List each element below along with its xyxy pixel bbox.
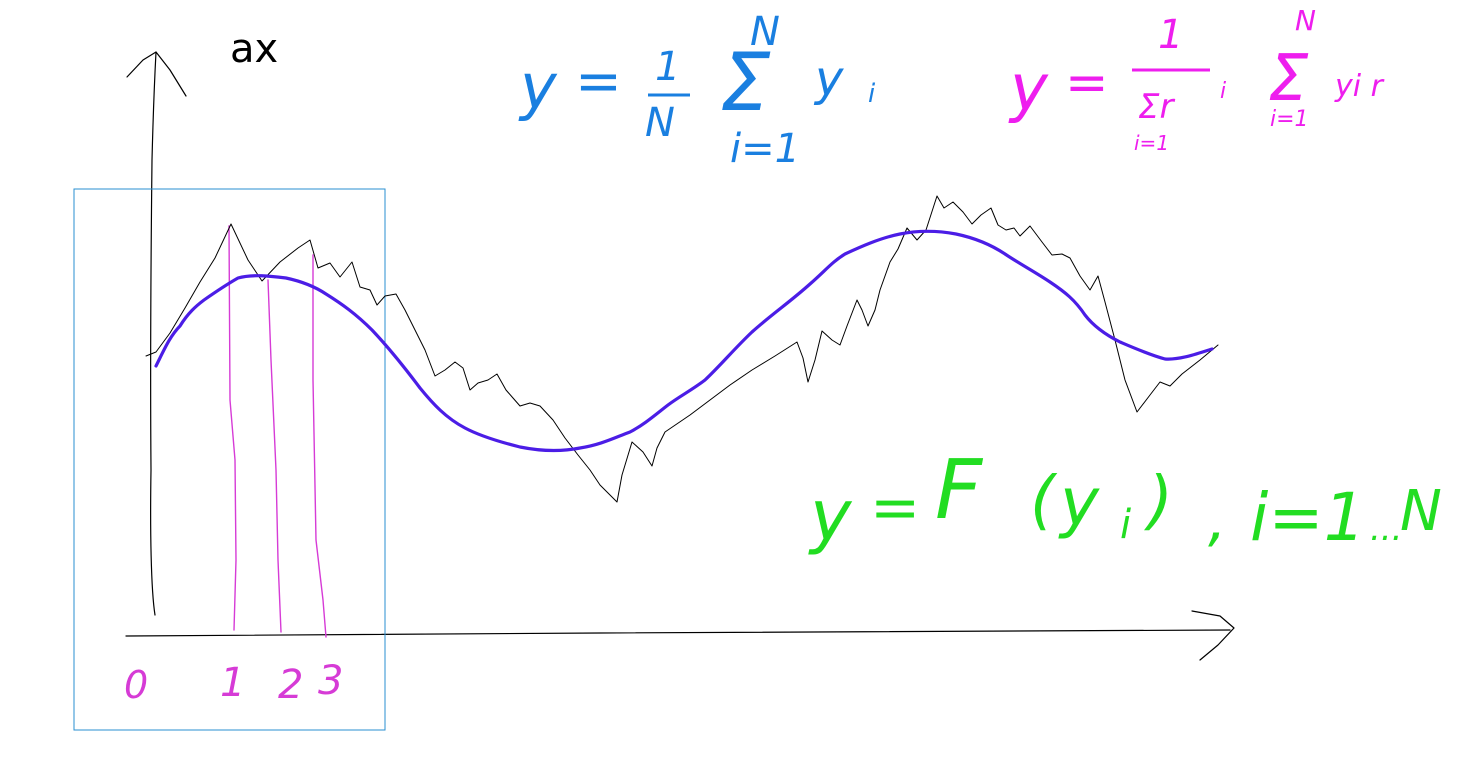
svg-text:...: ... [1370,509,1402,549]
svg-text:i: i [1220,79,1226,104]
svg-text:1: 1 [655,44,680,90]
svg-text:=: = [870,473,920,543]
x-tick-label-2: 2 [278,662,303,708]
y-axis-arrowhead [126,51,187,97]
svg-text:y: y [1058,464,1100,541]
svg-text:y: y [808,475,853,557]
svg-text:N: N [1295,4,1316,37]
x-tick-label-3: 3 [318,658,343,704]
svg-text:Σr: Σr [1138,87,1175,127]
x-tick-label-0: 0 [124,663,148,707]
svg-text:Σ: Σ [720,36,771,129]
svg-text:yi r: yi r [1334,69,1385,104]
svg-text:): ) [1144,464,1173,538]
svg-text:,: , [1208,486,1226,554]
svg-text:(: ( [1030,464,1058,538]
svg-text:N: N [750,9,780,55]
formula-weighted-mean: y = 1 Σr i i=1 Σ N i=1 yi r [1008,4,1385,155]
formula-function: y = F ( y i ) , i=1 ... N [808,443,1442,557]
svg-text:y: y [813,51,844,107]
svg-text:F: F [935,443,984,538]
svg-text:1: 1 [1158,12,1183,58]
svg-text:y: y [518,50,558,123]
svg-text:=: = [1065,53,1109,113]
y-axis [149,51,157,616]
window-box [73,188,386,731]
svg-text:i=1: i=1 [1134,131,1169,155]
x-axis-arrowhead [1191,610,1235,661]
raw-series-line [145,195,1219,503]
smoothed-series-line [154,229,1214,453]
svg-text:Σ: Σ [1268,42,1309,116]
y-axis-label: ax [230,26,278,72]
svg-text:i: i [868,79,876,109]
svg-text:i=1: i=1 [730,126,800,172]
sample-line-3 [312,254,327,638]
x-tick-label-1: 1 [220,660,245,706]
svg-text:=: = [575,49,622,114]
sample-line-2 [267,279,282,633]
formula-mean: y = 1 N Σ N i=1 y i [518,9,876,172]
svg-text:i=1: i=1 [1270,107,1309,132]
svg-text:N: N [1400,479,1442,544]
svg-text:y: y [1008,52,1049,126]
svg-text:i: i [1120,502,1131,548]
svg-text:i=1: i=1 [1250,479,1366,556]
sample-line-1 [228,225,237,631]
svg-text:N: N [645,100,675,146]
x-axis [125,629,1231,637]
